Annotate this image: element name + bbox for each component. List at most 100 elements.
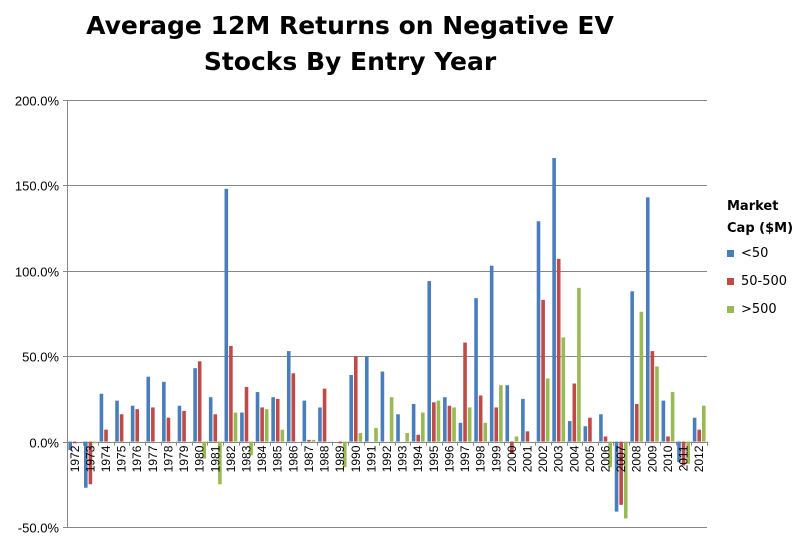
x-tick-label: 2008: [630, 445, 644, 472]
x-tick-label: 2003: [552, 445, 566, 472]
bar: [483, 422, 488, 442]
legend-items: <50 50-500 >500: [727, 240, 799, 324]
bar: [182, 410, 186, 442]
bar: [135, 409, 140, 442]
bar: [681, 441, 686, 466]
legend-swatch: [727, 306, 734, 313]
bar: [307, 439, 311, 442]
bar: [364, 356, 369, 442]
x-tick-label: 1976: [130, 445, 144, 472]
bar: [505, 385, 510, 442]
bar: [536, 221, 541, 442]
bar: [545, 378, 550, 442]
bar: [349, 374, 353, 442]
y-tick-label: 150.0%: [15, 179, 60, 194]
bar: [119, 414, 124, 442]
bar: [302, 400, 307, 442]
bar: [229, 345, 233, 442]
x-tick-label: 2006: [599, 445, 613, 472]
bar: [322, 388, 327, 442]
legend-swatch: [727, 278, 734, 285]
y-tick-label: 200.0%: [15, 94, 60, 109]
y-tick-label: -50.0%: [18, 521, 60, 536]
bar: [525, 431, 530, 442]
x-tick-label: 2004: [567, 445, 581, 472]
x-tick-label: 1978: [161, 445, 175, 472]
x-tick-label: 2002: [536, 445, 550, 472]
bar: [99, 393, 104, 442]
bar: [702, 405, 706, 442]
bar: [614, 441, 619, 512]
bar: [202, 441, 207, 459]
bars: [68, 158, 706, 519]
x-tick-label: 1988: [318, 445, 332, 472]
bar: [692, 417, 697, 442]
bar: [588, 417, 592, 442]
y-axis-ticks: -50.0% 0.0% 50.0% 100.0% 150.0% 200.0%: [15, 94, 60, 536]
bar: [88, 441, 93, 485]
x-tick-label: 1996: [442, 445, 456, 472]
legend-swatch: [727, 250, 734, 257]
x-tick-label: 1995: [427, 445, 441, 472]
bar: [208, 397, 213, 442]
bar: [73, 441, 77, 444]
bar: [318, 407, 322, 442]
x-tick-label: 1994: [411, 445, 425, 472]
bar: [677, 441, 681, 463]
bar: [421, 412, 425, 442]
bar: [264, 409, 269, 442]
bar: [577, 287, 581, 442]
bar: [353, 356, 358, 442]
bar: [233, 412, 238, 442]
bar: [193, 368, 197, 442]
bar: [146, 376, 151, 442]
bar: [619, 441, 623, 505]
legend-title: Market Cap ($M): [727, 199, 794, 236]
bar: [510, 441, 514, 454]
x-tick-label: 1991: [364, 445, 378, 472]
x-tick-label: 1975: [115, 445, 129, 472]
bar: [162, 381, 166, 442]
bar: [645, 197, 650, 442]
bar: [655, 366, 659, 442]
bar: [104, 429, 108, 442]
bar: [452, 407, 456, 442]
bar: [634, 404, 639, 442]
bar: [623, 441, 628, 519]
bar: [275, 398, 280, 442]
x-tick-label: 1993: [396, 445, 410, 472]
bar: [84, 441, 88, 488]
chart-title: Average 12M Returns on Negative EV Stock…: [86, 11, 614, 76]
x-tick-label: 1974: [99, 445, 113, 472]
x-tick-label: 2005: [583, 445, 597, 472]
y-tick-label: 50.0%: [22, 350, 59, 365]
bar: [489, 265, 494, 442]
bar: [240, 412, 244, 442]
bar: [670, 392, 675, 442]
bar: [661, 400, 666, 442]
y-tick-label: 100.0%: [15, 265, 60, 280]
bar: [432, 402, 436, 442]
bar: [249, 441, 253, 456]
bar: [697, 429, 701, 442]
bar: [130, 405, 135, 442]
bar: [405, 433, 410, 442]
bar: [639, 311, 644, 442]
axes: [63, 100, 708, 528]
legend-item: <50: [727, 240, 799, 268]
bar: [286, 351, 291, 442]
bar: [416, 434, 421, 442]
legend-label: 50-500: [741, 274, 788, 289]
bar: [244, 386, 249, 442]
legend-item: 50-500: [727, 268, 799, 296]
x-axis-ticks: 1972 1973 1974 1975 1976 1977 1978 1979 1980 1981…: [68, 445, 706, 472]
x-tick-label: 1992: [380, 445, 394, 472]
bar: [567, 421, 572, 442]
bar: [389, 397, 394, 442]
bar: [166, 417, 171, 442]
bar: [572, 383, 577, 442]
bar: [608, 441, 612, 468]
x-tick-label: 2001: [520, 445, 534, 472]
x-tick-label: 1998: [474, 445, 488, 472]
bar: [603, 436, 608, 442]
